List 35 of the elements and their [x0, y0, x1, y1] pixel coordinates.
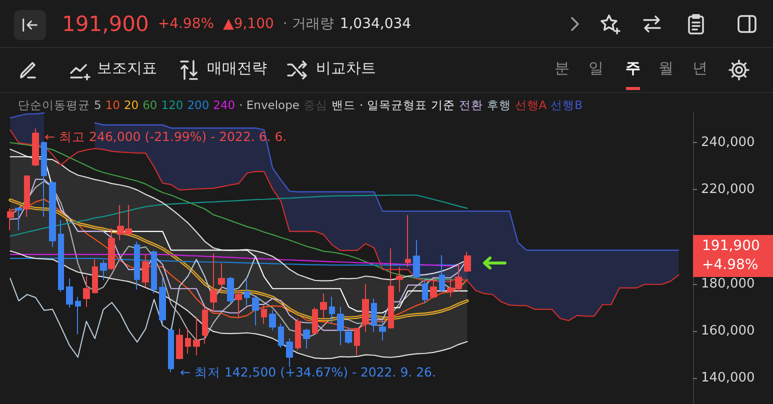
text: 선행B — [550, 98, 583, 112]
text: 비교차트 — [316, 59, 376, 78]
text: 120 — [161, 98, 184, 112]
text: ▲9,100 — [223, 16, 274, 32]
text: 기준 — [430, 98, 455, 112]
text: 일 — [588, 59, 604, 78]
y-tick-label: 220,000 — [701, 182, 755, 198]
text: 후행 — [486, 98, 511, 112]
text: 5 — [94, 98, 102, 112]
y-tick-label: 140,000 — [701, 370, 755, 386]
text: 밴드 — [331, 98, 356, 112]
text: 분 — [554, 59, 570, 78]
text: 선행A — [514, 98, 547, 112]
text: 년 — [692, 59, 708, 78]
text: 월 — [658, 59, 674, 78]
y-tick-label: 160,000 — [701, 324, 755, 338]
annotation: · Envelope — [239, 98, 300, 112]
annotation: 단순이동평균 — [18, 98, 90, 112]
y-tick-label: 240,000 — [701, 135, 755, 150]
text: 60 — [142, 98, 158, 112]
text: 240 — [213, 98, 236, 112]
y-tick-label: 180,000 — [701, 276, 755, 292]
text: 200 — [187, 98, 210, 112]
text: 매매전략 — [207, 59, 267, 78]
annotation: · 일목균형표 — [359, 98, 427, 112]
text: · 거래량 — [282, 14, 334, 32]
text: 1,034,034 — [340, 16, 412, 32]
price-tag: 191,900 +4.98% — [693, 234, 773, 277]
text: 20 — [124, 98, 139, 112]
text: 전환 — [458, 98, 483, 112]
text: 10 — [105, 98, 120, 112]
text: 보조지표 — [97, 59, 157, 78]
annotation: ← 최저 142,500 (+34.67%) - 2022. 9. 26. — [180, 364, 436, 380]
text: 191,900 +4.98% — [62, 12, 214, 36]
text: 주 — [626, 59, 640, 78]
